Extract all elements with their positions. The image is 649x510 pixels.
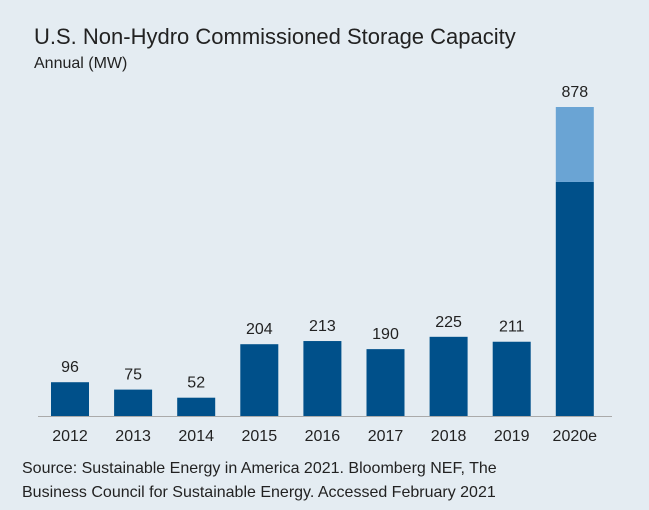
bar-segment: [555, 181, 594, 416]
bar-segment: [177, 397, 216, 416]
value-label: 96: [61, 359, 79, 376]
value-label: 225: [435, 314, 462, 331]
value-label: 204: [246, 321, 273, 338]
value-label: 52: [187, 375, 205, 392]
bar-segment: [555, 107, 594, 182]
x-tick-label: 2018: [431, 428, 467, 445]
value-label: 213: [309, 318, 336, 335]
x-tick-label: 2014: [178, 428, 214, 445]
bar-segment: [366, 349, 405, 416]
chart-title: U.S. Non-Hydro Commissioned Storage Capa…: [34, 24, 516, 49]
x-tick-label: 2019: [494, 428, 530, 445]
bar-segment: [51, 382, 89, 416]
value-label: 878: [561, 84, 588, 101]
value-label: 75: [124, 367, 142, 384]
source-line: Source: Sustainable Energy in America 20…: [22, 460, 497, 477]
bar-segment: [114, 389, 153, 416]
x-tick-label: 2015: [242, 428, 278, 445]
x-tick-label: 2013: [115, 428, 151, 445]
bar-segment: [303, 341, 342, 416]
x-tick-label: 2012: [52, 428, 88, 445]
x-tick-label: 2020e: [553, 428, 598, 445]
chart-subtitle: Annual (MW): [34, 55, 127, 72]
x-tick-label: 2016: [305, 428, 341, 445]
bar-segment: [429, 336, 468, 416]
value-label: 190: [372, 326, 399, 343]
bar-segment: [492, 341, 531, 416]
bar-segment: [240, 344, 279, 416]
x-tick-label: 2017: [368, 428, 404, 445]
source-line: Business Council for Sustainable Energy.…: [22, 484, 496, 501]
value-label: 211: [499, 319, 525, 336]
